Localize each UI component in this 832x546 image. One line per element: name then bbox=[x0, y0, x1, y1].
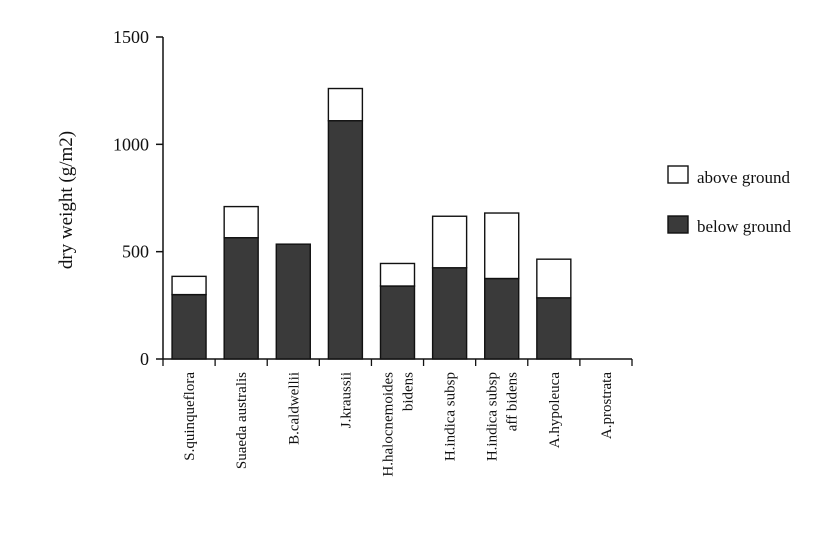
bar-segment-below-ground bbox=[536, 297, 572, 360]
bar-segment-above-ground bbox=[536, 258, 572, 299]
x-tick-label: B.caldwellii bbox=[286, 372, 302, 445]
bar-segment-below-ground bbox=[171, 293, 207, 360]
bar-segment-above-ground bbox=[327, 87, 364, 122]
y-tick-label: 500 bbox=[122, 242, 149, 262]
legend-label-below-ground: below ground bbox=[697, 217, 791, 236]
legend-swatch-below-ground bbox=[667, 215, 689, 234]
bar-segment-below-ground bbox=[327, 120, 364, 360]
x-tick-label: H.indica subsp bbox=[443, 372, 459, 461]
x-tick-label: Suaeda australis bbox=[234, 372, 250, 469]
y-axis-label: dry weight (g/m2) bbox=[56, 131, 77, 269]
bars bbox=[171, 87, 572, 360]
bar-segment-above-ground bbox=[379, 262, 416, 287]
bar-segment-below-ground bbox=[275, 243, 311, 360]
bar-segment-above-ground bbox=[171, 275, 207, 296]
bar-segment-below-ground bbox=[431, 267, 468, 360]
y-tick-label: 1500 bbox=[113, 27, 149, 47]
x-tick-label: H.indica subsp bbox=[485, 372, 501, 461]
x-tick-label: A.hypoleuca bbox=[547, 372, 563, 449]
bar-segment-below-ground bbox=[484, 277, 520, 360]
y-tick-label: 1000 bbox=[113, 134, 149, 154]
bar-segment-above-ground bbox=[484, 212, 520, 280]
x-tick-labels: S.quinqueflora Suaeda australis B.caldwell… bbox=[182, 372, 615, 477]
x-tick-label: S.quinqueflora bbox=[182, 372, 198, 461]
bar-segment-above-ground bbox=[223, 205, 259, 239]
legend-swatch-above-ground bbox=[667, 165, 689, 184]
bar-segment-above-ground bbox=[431, 215, 468, 269]
x-tick-label: aff bidens bbox=[505, 372, 521, 431]
bar-segment-below-ground bbox=[379, 285, 416, 360]
y-tick-label: 0 bbox=[140, 349, 149, 369]
x-tick-label: J.kraussii bbox=[338, 372, 354, 428]
x-tick-label: A.prostrata bbox=[599, 372, 615, 439]
x-tick-label: H.halocnemoides bbox=[381, 372, 397, 477]
legend-label-above-ground: above ground bbox=[697, 168, 791, 187]
bar-segment-below-ground bbox=[223, 237, 259, 360]
legend: above ground below ground bbox=[667, 165, 791, 236]
x-tick-label: bidens bbox=[401, 372, 417, 411]
